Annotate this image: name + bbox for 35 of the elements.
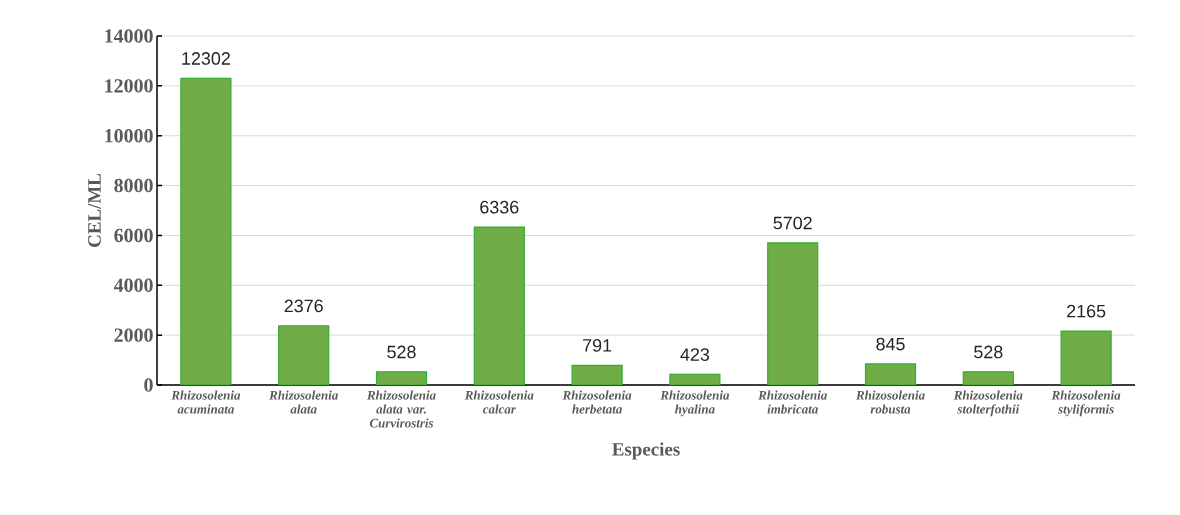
bar (473, 226, 525, 385)
data-label: 845 (876, 337, 905, 351)
x-tick-label: Rhizosolenia imbricata (758, 390, 827, 414)
x-tick-label: Rhizosolenia alata var. Curvirostris (366, 390, 436, 428)
bar (278, 325, 330, 385)
x-tick-label: Rhizosolenia hyalina (660, 390, 730, 417)
data-label: 528 (387, 345, 416, 359)
x-tick-label: Rhizosolenia styliformis (1051, 390, 1121, 417)
data-label: 5702 (773, 216, 812, 230)
data-label: 2376 (284, 299, 323, 313)
y-tick-label: 8000 (114, 178, 153, 193)
y-tick-label: 2000 (114, 328, 153, 342)
y-axis-title: CEL/ML (88, 173, 101, 247)
bar (1060, 330, 1112, 385)
y-tick-label: 6000 (114, 228, 153, 243)
x-tick-label: Rhizosolenia calcar (464, 390, 534, 414)
x-axis-title: Especies (612, 442, 680, 460)
bar (180, 77, 232, 385)
x-tick-label: Rhizosolenia herbetata (562, 390, 632, 414)
data-label: 423 (680, 348, 710, 361)
y-tick-label: 0 (144, 378, 153, 392)
data-label: 2165 (1067, 304, 1106, 318)
x-tick-label: Rhizosolenia stolterfothii (953, 390, 1023, 417)
bar (767, 242, 819, 385)
x-tick-label: Rhizosolenia robusta (855, 390, 925, 414)
y-tick-label: 4000 (113, 278, 153, 292)
y-tick-label: 12000 (105, 79, 153, 93)
y-tick-label: 10000 (105, 128, 153, 143)
data-label: 791 (583, 339, 612, 352)
data-label: 12302 (182, 52, 230, 65)
data-label: 528 (974, 345, 1003, 359)
data-label: 6336 (480, 200, 519, 214)
x-tick-label: Rhizosolenia alata (269, 390, 338, 414)
x-tick-label: Rhizosolenia acuminata (171, 390, 241, 414)
y-tick-label: 14000 (105, 29, 153, 43)
